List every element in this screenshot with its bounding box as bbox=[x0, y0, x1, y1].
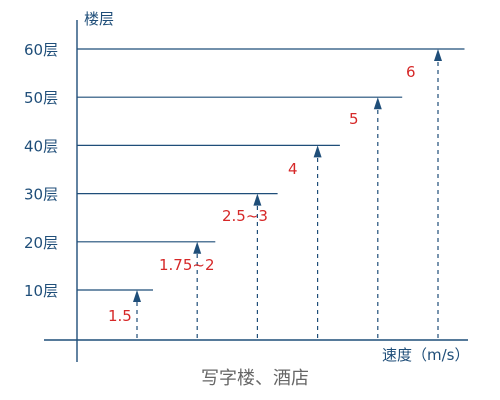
speed-value-labels: 1.5 1.75~2 2.5~3 4 5 6 bbox=[108, 63, 416, 325]
speed-value-label-1: 1.5 bbox=[108, 307, 132, 325]
y-tick-label-4: 40层 bbox=[24, 137, 58, 155]
speed-arrow-head-3 bbox=[253, 193, 262, 206]
y-tick-labels: 10层 20层 30层 40层 50层 60层 bbox=[24, 41, 58, 300]
y-tick-label-2: 20层 bbox=[24, 234, 58, 252]
floor-level-lines bbox=[77, 48, 465, 291]
speed-value-label-5: 5 bbox=[349, 110, 359, 128]
y-tick-label-3: 30层 bbox=[24, 186, 58, 204]
chart-caption: 写字楼、酒店 bbox=[201, 368, 309, 389]
speed-value-label-4: 4 bbox=[288, 160, 298, 178]
speed-arrow-head-6 bbox=[434, 49, 442, 61]
x-axis-title: 速度（m/s） bbox=[382, 346, 469, 364]
speed-value-label-3: 2.5~3 bbox=[222, 207, 268, 225]
speed-arrow-head-2 bbox=[193, 241, 202, 254]
y-axis-title: 楼层 bbox=[84, 10, 114, 28]
y-tick-label-6: 60层 bbox=[24, 41, 58, 59]
y-tick-label-5: 50层 bbox=[24, 89, 58, 107]
speed-arrow-head-1 bbox=[133, 290, 141, 302]
speed-arrow-head-5 bbox=[373, 97, 382, 110]
speed-arrow-head-4 bbox=[313, 145, 322, 158]
chart-axes: 楼层 速度（m/s） 写字楼、酒店 bbox=[44, 10, 469, 389]
speed-arrows bbox=[133, 49, 442, 338]
speed-value-label-6: 6 bbox=[406, 63, 416, 81]
speed-value-label-2: 1.75~2 bbox=[159, 256, 215, 274]
y-tick-label-1: 10层 bbox=[24, 282, 58, 300]
